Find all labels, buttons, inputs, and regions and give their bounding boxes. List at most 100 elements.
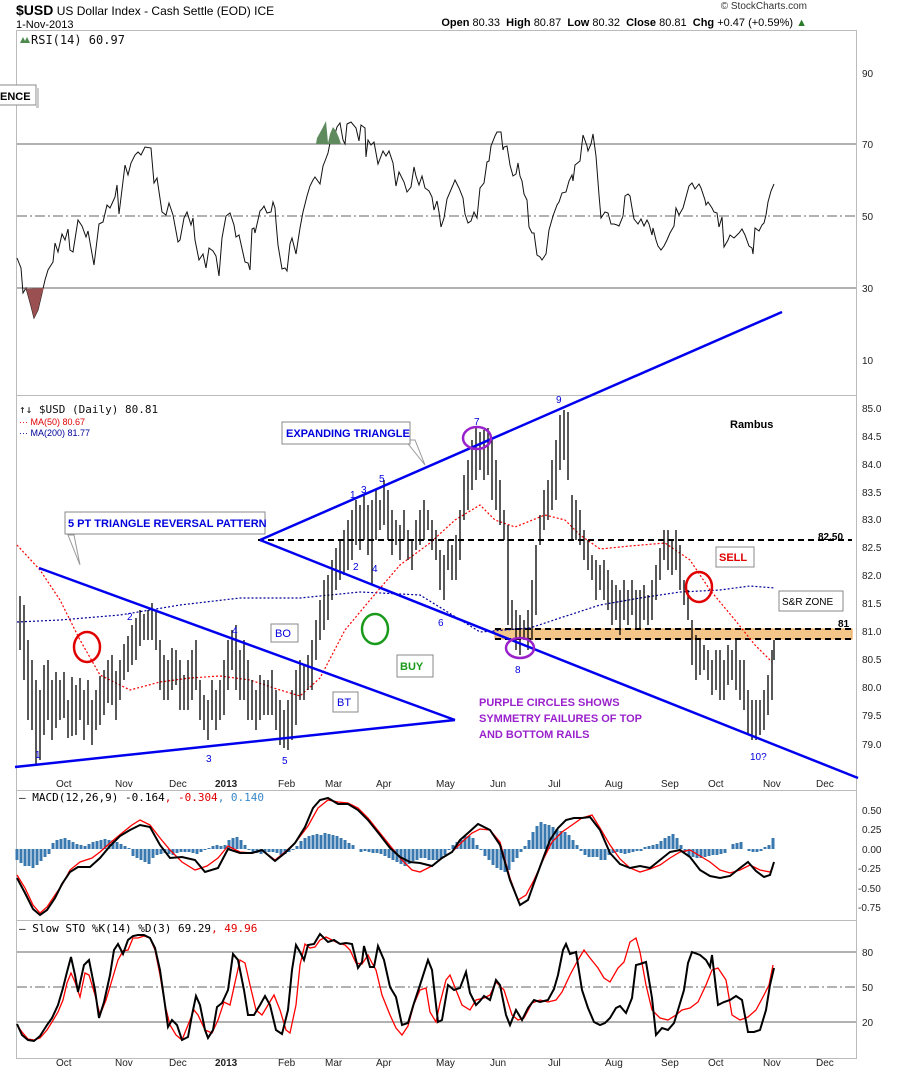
svg-text:3: 3 [361,485,367,496]
svg-text:Apr: Apr [376,779,392,790]
rsi-panel-frame [16,30,857,396]
sell-callout: SELL [715,546,755,568]
svg-text:1: 1 [350,490,356,501]
svg-text:Aug: Aug [605,779,623,790]
svg-text:··· MA(200) 81.77: ··· MA(200) 81.77 [19,428,90,438]
svg-text:Dec: Dec [169,1058,187,1069]
svg-text:5 PT TRIANGLE REVERSAL PATTERN: 5 PT TRIANGLE REVERSAL PATTERN [68,518,267,530]
bo-callout: BO [270,623,299,643]
svg-text:Mar: Mar [325,779,343,790]
sto-y-axis: 80 50 20 [862,948,874,1029]
svg-text:10?: 10? [750,752,767,763]
svg-text:May: May [436,1058,455,1069]
svg-text:80.0: 80.0 [862,683,882,694]
sr-zone-band [494,628,853,640]
rsi-oversold-fill [23,288,44,318]
level-8250-label: 82.50 [818,532,843,543]
ma200-line [16,585,776,633]
svg-text:SYMMETRY FAILURES OF TOP: SYMMETRY FAILURES OF TOP [479,713,642,725]
svg-text:79.0: 79.0 [862,740,882,751]
svg-text:Jul: Jul [548,1058,561,1069]
svg-text:Oct: Oct [708,779,724,790]
svg-text:Apr: Apr [376,1058,392,1069]
svg-text:Nov: Nov [115,779,133,790]
svg-text:Sep: Sep [661,779,679,790]
security-name: US Dollar Index - Cash Settle (EOD) [56,4,251,18]
svg-text:84.5: 84.5 [862,432,882,443]
sto-k-line [16,932,775,1043]
svg-text:85.0: 85.0 [862,404,882,415]
svg-text:81.5: 81.5 [862,599,882,610]
svg-text:Jul: Jul [548,779,561,790]
svg-text:Aug: Aug [605,1058,623,1069]
svg-text:BUY: BUY [400,661,424,673]
svg-text:2013: 2013 [215,1058,238,1069]
buy-callout: BUY [396,654,434,678]
svg-text:2013: 2013 [215,779,238,790]
svg-text:Dec: Dec [816,1058,834,1069]
svg-text:Dec: Dec [169,779,187,790]
svg-text:5: 5 [282,756,288,767]
svg-text:BT: BT [337,697,351,709]
watermark: © StockCharts.com [720,1,807,12]
ohlc-summary: Open 80.33 High 80.87 Low 80.32 Close 80… [441,17,807,29]
expanding-callout: EXPANDING TRIANGLE [281,421,426,466]
macd-panel: 0.50 0.25 0.00 -0.25 -0.50 -0.75 — MACD(… [15,791,882,917]
svg-text:Oct: Oct [56,779,72,790]
svg-text:79.5: 79.5 [862,711,882,722]
level-81-label: 81 [838,619,850,630]
svg-text:Nov: Nov [115,1058,133,1069]
svg-text:20: 20 [862,1018,874,1029]
svg-text:50: 50 [862,212,874,223]
sto-x-axis: Oct Nov Dec 2013 Feb Mar Apr May Jun Jul… [56,1058,834,1069]
svg-text:30: 30 [862,284,874,295]
sr-zone-callout: S&R ZONE [778,590,844,612]
chart-title: $USD US Dollar Index - Cash Settle (EOD)… [16,2,274,18]
svg-text:83.5: 83.5 [862,488,882,499]
svg-text:5: 5 [379,474,385,485]
svg-text:SELL: SELL [719,552,747,564]
svg-text:-0.50: -0.50 [858,884,881,895]
svg-text:PURPLE CIRCLES SHOWS: PURPLE CIRCLES SHOWS [479,697,620,709]
macd-line [16,796,775,917]
svg-text:Dec: Dec [816,779,834,790]
svg-text:8: 8 [515,665,521,676]
svg-text:0.50: 0.50 [862,806,882,817]
purple-note: PURPLE CIRCLES SHOWS SYMMETRY FAILURES O… [479,697,642,741]
svg-text:0.25: 0.25 [862,825,882,836]
svg-text:4: 4 [372,564,378,575]
bt-callout: BT [332,691,359,713]
svg-text:80: 80 [862,948,874,959]
rsi-legend: RSI(14) 60.97 [31,33,125,47]
symbol: $USD [16,2,54,18]
svg-text:Oct: Oct [708,1058,724,1069]
svg-text:ENCE: ENCE [0,91,31,103]
svg-text:2: 2 [353,562,359,573]
svg-text:-0.25: -0.25 [858,864,881,875]
svg-text:BO: BO [275,628,291,640]
svg-text:2: 2 [127,612,133,623]
svg-text:82.0: 82.0 [862,571,882,582]
svg-text:AND BOTTOM RAILS: AND BOTTOM RAILS [479,729,589,741]
svg-text:Jun: Jun [490,779,506,790]
svg-text:··· MA(50) 80.67: ··· MA(50) 80.67 [19,417,85,427]
svg-text:Sep: Sep [661,1058,679,1069]
five-pt-callout: 5 PT TRIANGLE REVERSAL PATTERN [64,511,267,566]
svg-text:9: 9 [556,395,562,406]
price-panel-frame [16,395,857,791]
svg-text:4: 4 [232,626,238,637]
sto-panel-frame [16,920,857,1059]
trendlines [14,310,859,780]
price-bars [19,410,775,765]
svg-text:↑↓ $USD (Daily) 80.81: ↑↓ $USD (Daily) 80.81 [19,403,158,416]
svg-text:50: 50 [862,983,874,994]
macd-y-axis: 0.50 0.25 0.00 -0.25 -0.50 -0.75 [858,806,882,914]
svg-text:S&R ZONE: S&R ZONE [782,597,833,608]
svg-text:Feb: Feb [278,779,296,790]
svg-text:82.5: 82.5 [862,543,882,554]
svg-text:90: 90 [862,69,874,80]
svg-text:May: May [436,779,455,790]
sell-circle [684,570,714,604]
svg-text:1: 1 [35,750,41,761]
